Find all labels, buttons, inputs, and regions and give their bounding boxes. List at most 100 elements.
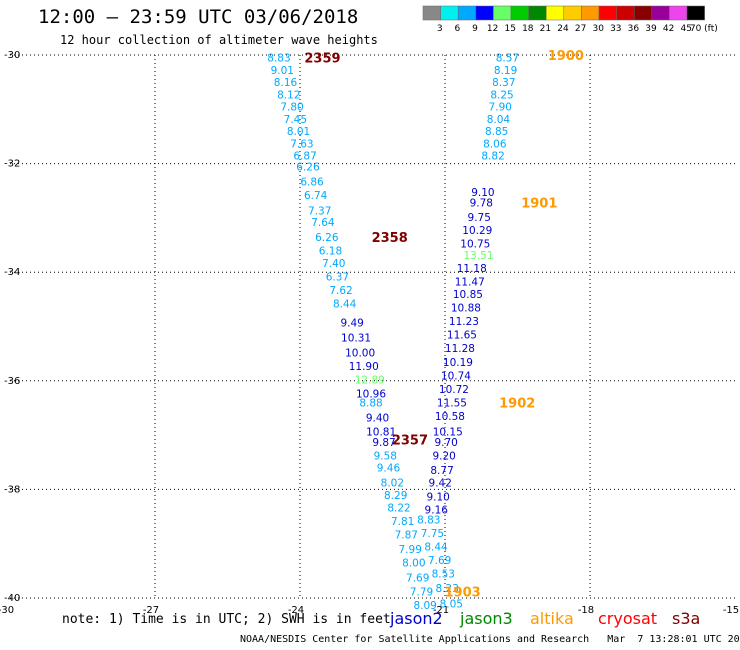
color-scale-label: 24 xyxy=(557,24,569,34)
swh-value-label: 10.75 xyxy=(460,238,490,250)
swh-value-label: 8.06 xyxy=(483,139,507,151)
swh-value-label: 9.70 xyxy=(434,437,457,449)
color-scale-label: 6 xyxy=(455,24,461,34)
color-scale-label: 21 xyxy=(540,24,551,34)
swh-value-label: 9.49 xyxy=(340,318,363,330)
color-scale-label: 42 xyxy=(663,24,674,34)
swh-value-label: 10.00 xyxy=(345,348,375,360)
y-tick-label: -38 xyxy=(4,484,20,495)
color-scale-swatch xyxy=(686,5,705,21)
time-label: 1902 xyxy=(499,397,535,412)
swh-value-label: 8.83 xyxy=(417,514,440,526)
swh-value-label: 9.58 xyxy=(374,451,397,463)
swh-value-label: 10.96 xyxy=(356,388,386,400)
swh-value-label: 10.85 xyxy=(453,289,483,301)
swh-value-label: 9.20 xyxy=(432,451,455,463)
legend-jason2: jason2 xyxy=(390,609,443,628)
x-tick-label: -24 xyxy=(288,605,304,616)
color-scale-swatch xyxy=(528,5,547,21)
swh-value-label: 7.40 xyxy=(322,258,345,270)
swh-value-label: 6.87 xyxy=(293,150,316,162)
color-scale-label: 45 xyxy=(680,24,691,34)
chart-title: 12:00 – 23:59 UTC 03/06/2018 xyxy=(38,6,359,28)
swh-value-label: 10.88 xyxy=(451,302,481,314)
swh-value-label: 6.86 xyxy=(300,177,324,189)
swh-value-label: 8.19 xyxy=(494,65,517,77)
x-tick-label: -15 xyxy=(723,605,739,616)
swh-value-label: 7.63 xyxy=(290,139,313,151)
swh-value-label: 7.80 xyxy=(280,102,303,114)
swh-value-label: 8.22 xyxy=(387,502,410,514)
swh-value-label: 8.57 xyxy=(496,53,519,65)
swh-value-label: 10.29 xyxy=(462,225,492,237)
swh-value-label: 7.69 xyxy=(428,555,451,567)
swh-value-label: 8.82 xyxy=(481,150,504,162)
swh-value-label: 8.77 xyxy=(430,465,453,477)
color-scale-label: 18 xyxy=(522,24,534,34)
color-scale-label: 39 xyxy=(645,24,657,34)
swh-value-label: 8.85 xyxy=(485,126,508,138)
swh-value-label: 8.05 xyxy=(440,598,463,610)
swh-value-label: 12.89 xyxy=(355,375,385,387)
x-tick-label: -21 xyxy=(433,605,449,616)
swh-value-label: 7.99 xyxy=(399,544,422,556)
color-scale-swatch xyxy=(633,5,653,21)
swh-value-label: 9.16 xyxy=(425,504,449,516)
x-tick-label: -30 xyxy=(0,605,14,616)
swh-value-label: 11.28 xyxy=(445,343,475,355)
swh-value-label: 10.74 xyxy=(441,370,471,382)
swh-value-label: 7.37 xyxy=(308,205,331,217)
time-label: 1900 xyxy=(548,49,584,64)
color-scale-swatch xyxy=(563,5,582,21)
color-scale-swatch xyxy=(422,5,441,21)
color-scale-swatch xyxy=(545,5,565,21)
swh-value-label: 8.16 xyxy=(274,77,298,89)
swh-value-label: 8.02 xyxy=(381,477,404,489)
swh-value-label: 11.18 xyxy=(457,263,487,275)
swh-value-label: 9.10 xyxy=(471,187,494,199)
color-scale-swatch xyxy=(440,5,459,21)
color-scale-label: 27 xyxy=(575,24,586,34)
time-label: 2358 xyxy=(372,231,408,246)
swh-value-label: 7.64 xyxy=(311,217,335,229)
swh-value-label: 8.53 xyxy=(432,569,455,581)
note-text: note: 1) Time is in UTC; 2) SWH is in fe… xyxy=(62,612,391,627)
swh-value-label: 9.87 xyxy=(372,437,395,449)
swh-value-label: 7.62 xyxy=(329,285,352,297)
y-tick-label: -34 xyxy=(4,267,20,278)
swh-value-label: 8.29 xyxy=(384,490,407,502)
time-label: 2357 xyxy=(392,433,428,448)
swh-value-label: 8.83 xyxy=(267,53,290,65)
time-label: 1901 xyxy=(521,197,557,212)
color-scale-label: 70 (ft) xyxy=(690,24,718,34)
swh-value-label: 11.55 xyxy=(437,398,467,410)
color-scale-label: 33 xyxy=(610,24,621,34)
swh-value-label: 6.18 xyxy=(319,245,342,257)
time-label: 1903 xyxy=(444,585,480,600)
swh-value-label: 8.44 xyxy=(333,299,357,311)
footer-credit: NOAA/NESDIS Center for Satellite Applica… xyxy=(240,634,740,645)
swh-value-label: 7.69 xyxy=(406,572,429,584)
legend-cryosat: cryosat xyxy=(598,609,658,628)
legend-altika: altika xyxy=(530,609,574,628)
swh-value-label: 8.09 xyxy=(413,600,436,612)
swh-value-label: 8.12 xyxy=(277,90,300,102)
swh-value-label: 9.40 xyxy=(366,413,389,425)
y-tick-label: -36 xyxy=(4,376,20,387)
swh-value-label: 10.19 xyxy=(443,357,473,369)
swh-value-label: 8.01 xyxy=(287,126,310,138)
swh-value-label: 8.23 xyxy=(436,583,459,595)
swh-value-label: 7.81 xyxy=(391,516,414,528)
y-tick-label: -40 xyxy=(4,593,20,604)
swh-value-label: 6.37 xyxy=(326,272,349,284)
color-scale-label: 15 xyxy=(504,24,515,34)
y-tick-label: -32 xyxy=(4,159,20,170)
swh-value-label: 10.72 xyxy=(439,384,469,396)
legend-s3a: s3a xyxy=(672,609,701,628)
x-tick-label: -27 xyxy=(143,605,159,616)
color-scale-swatch xyxy=(510,5,529,21)
swh-value-label: 7.79 xyxy=(410,586,433,598)
swh-value-label: 6.26 xyxy=(296,161,320,173)
color-scale-label: 30 xyxy=(592,24,604,34)
